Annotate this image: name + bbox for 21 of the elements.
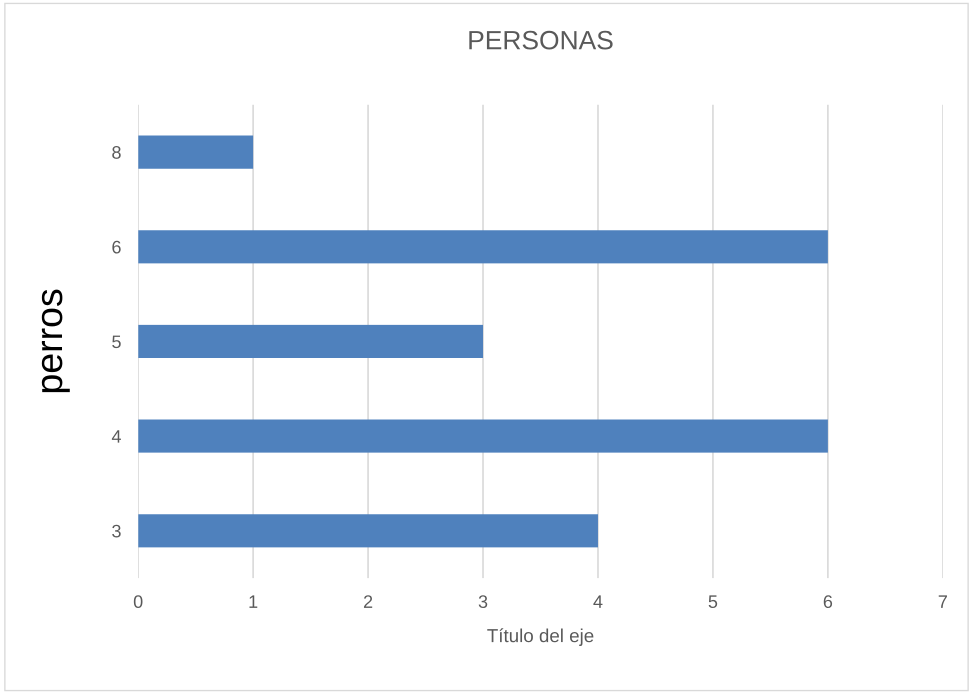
- y-tick-label: 4: [112, 430, 121, 443]
- bar: [138, 324, 484, 358]
- bar: [138, 136, 254, 169]
- bar: [138, 420, 828, 453]
- x-tick-label: 1: [249, 595, 258, 608]
- y-tick-label: 3: [112, 524, 121, 538]
- y-tick-label: 6: [112, 240, 121, 254]
- x-tick-label: 5: [708, 595, 718, 608]
- x-tick-label: 7: [938, 595, 947, 608]
- chart-title: PERSONAS: [469, 30, 613, 50]
- x-tick-label: 0: [134, 595, 142, 608]
- x-tick-label: 3: [478, 595, 488, 608]
- y-axis-title: perros: [42, 290, 70, 392]
- x-tick-label: 2: [364, 595, 372, 608]
- y-tick-label: 8: [112, 146, 121, 159]
- bar: [138, 514, 598, 548]
- x-axis-title: Título del eje: [487, 628, 594, 646]
- y-tick-label: 5: [112, 336, 121, 348]
- bar: [138, 230, 828, 264]
- x-tick-label: 6: [824, 595, 832, 608]
- x-tick-label: 4: [593, 595, 602, 608]
